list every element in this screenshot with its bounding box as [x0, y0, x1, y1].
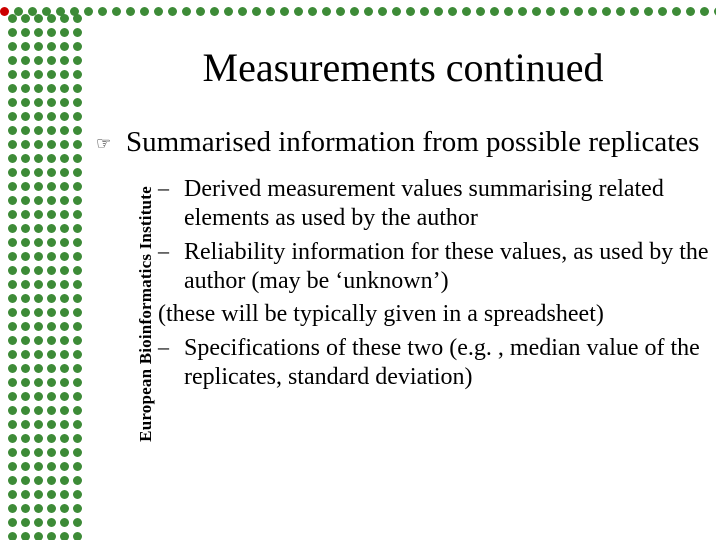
dot-icon	[504, 7, 513, 16]
dot-icon	[294, 7, 303, 16]
dot-icon	[518, 7, 527, 16]
rail-column	[60, 14, 70, 532]
list-item-parenthetical: (these will be typically given in a spre…	[158, 300, 710, 329]
dot-icon	[182, 7, 191, 16]
dot-icon	[434, 7, 443, 16]
bullet-level1: ☞ Summarised information from possible r…	[96, 125, 710, 159]
sublist: – Derived measurement values summarising…	[96, 175, 710, 392]
dot-icon	[658, 7, 667, 16]
dot-icon	[378, 7, 387, 16]
rail-column	[8, 14, 18, 532]
top-dot-border	[0, 2, 716, 16]
dot-icon	[462, 7, 471, 16]
content-area: Measurements continued ☞ Summarised info…	[96, 44, 710, 530]
rail-column	[34, 14, 44, 532]
dot-icon	[126, 7, 135, 16]
dot-icon	[252, 7, 261, 16]
dot-icon	[644, 7, 653, 16]
dot-icon	[140, 7, 149, 16]
bullet-level1-text: Summarised information from possible rep…	[126, 126, 699, 158]
rail-column	[47, 14, 57, 532]
dot-icon	[364, 7, 373, 16]
dash-icon: –	[158, 175, 169, 202]
dot-icon	[196, 7, 205, 16]
dot-icon	[406, 7, 415, 16]
dot-icon	[280, 7, 289, 16]
dot-icon	[602, 7, 611, 16]
sidebar-label: European Bioinformatics Institute	[136, 171, 156, 459]
list-item: – Reliability information for these valu…	[158, 238, 710, 297]
dot-icon	[546, 7, 555, 16]
list-item-text: (these will be typically given in a spre…	[158, 301, 604, 327]
dot-icon	[700, 7, 709, 16]
dot-icon	[420, 7, 429, 16]
dot-icon	[686, 7, 695, 16]
list-item-text: Reliability information for these values…	[184, 239, 709, 294]
dash-icon: –	[158, 238, 169, 265]
slide: European Bioinformatics Institute Measur…	[0, 0, 720, 540]
list-item-text: Derived measurement values summarising r…	[184, 176, 664, 231]
dot-icon	[350, 7, 359, 16]
dot-icon	[532, 7, 541, 16]
rail-column	[73, 14, 83, 532]
pointing-hand-icon: ☞	[96, 134, 111, 154]
dash-icon: –	[158, 334, 169, 361]
dot-icon	[154, 7, 163, 16]
dot-icon	[112, 7, 121, 16]
page-title: Measurements continued	[96, 44, 710, 91]
dot-icon	[616, 7, 625, 16]
left-rail: European Bioinformatics Institute	[0, 14, 88, 532]
dot-icon	[476, 7, 485, 16]
dot-icon	[322, 7, 331, 16]
rail-column	[21, 14, 31, 532]
list-item: – Derived measurement values summarising…	[158, 175, 710, 234]
dot-icon	[490, 7, 499, 16]
list-item: – Specifications of these two (e.g. , me…	[158, 334, 710, 393]
dot-icon	[560, 7, 569, 16]
dot-icon	[630, 7, 639, 16]
dot-icon	[224, 7, 233, 16]
dot-icon	[266, 7, 275, 16]
dot-icon	[392, 7, 401, 16]
dot-icon	[210, 7, 219, 16]
dot-icon	[98, 7, 107, 16]
dot-icon	[168, 7, 177, 16]
list-item-text: Specifications of these two (e.g. , medi…	[184, 335, 700, 390]
dot-icon	[672, 7, 681, 16]
dot-icon	[714, 7, 716, 16]
dot-icon	[308, 7, 317, 16]
dot-icon	[336, 7, 345, 16]
dot-icon	[574, 7, 583, 16]
dot-icon	[588, 7, 597, 16]
dot-icon	[238, 7, 247, 16]
dot-icon	[448, 7, 457, 16]
rail-dot-columns	[8, 14, 84, 532]
